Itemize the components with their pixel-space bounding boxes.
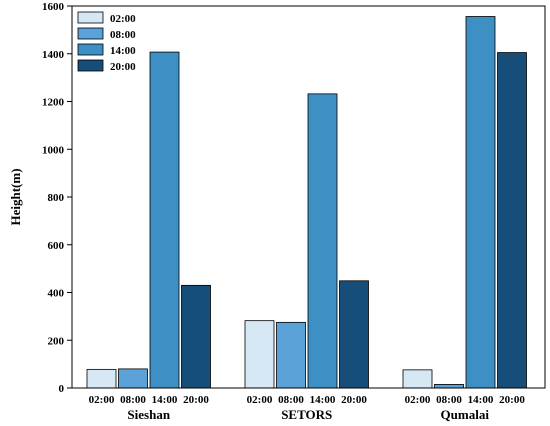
y-tick-label: 800: [48, 192, 65, 204]
bar-sieshan-0200: [86, 368, 117, 389]
bar-setors-1400: [307, 93, 338, 389]
x-tick-label: 20:00: [499, 394, 525, 406]
bar-qumalai-0200: [402, 369, 433, 389]
x-tick-label: 14:00: [468, 394, 494, 406]
bar-qumalai-1400: [465, 16, 496, 389]
x-tick-label: 08:00: [436, 394, 462, 406]
category-label: Sieshan: [127, 407, 170, 422]
y-tick-label: 1600: [42, 1, 65, 13]
bars-layer: [86, 16, 527, 389]
x-tick-label: 20:00: [341, 394, 367, 406]
bar-sieshan-2000: [181, 284, 211, 389]
bar-setors-0800: [276, 321, 306, 389]
x-tick-label: 02:00: [405, 394, 431, 406]
y-axis-label: Height(m): [8, 168, 23, 225]
plot-frame: [71, 5, 546, 389]
x-tick-label: 08:00: [278, 394, 304, 406]
y-tick-label: 200: [48, 335, 65, 347]
legend-swatch: [77, 59, 104, 72]
axis-ticks-layer: 0 200 400 600 800 1000 1200 1400 1600 02:00 08:00 1…: [42, 1, 525, 422]
y-tick-label: 600: [48, 240, 65, 252]
bar-qumalai-0800: [434, 384, 464, 389]
x-tick-label: 14:00: [310, 394, 336, 406]
y-tick-label: 1200: [42, 97, 65, 109]
y-tick-label: 400: [48, 288, 65, 300]
legend-label: 08:00: [110, 29, 136, 41]
bar-sieshan-1400: [149, 51, 180, 389]
legend-swatch: [77, 43, 104, 56]
y-tick-label: 0: [59, 383, 65, 395]
legend-label: 02:00: [110, 13, 136, 25]
bar-qumalai-2000: [497, 52, 527, 389]
x-tick-label: 14:00: [152, 394, 178, 406]
x-tick-label: 20:00: [183, 394, 209, 406]
category-label: SETORS: [281, 407, 332, 422]
bar-sieshan-0800: [118, 368, 148, 389]
bar-setors-2000: [339, 280, 369, 389]
x-tick-label: 02:00: [89, 394, 115, 406]
legend-label: 20:00: [110, 61, 136, 73]
legend-swatch: [77, 27, 104, 40]
y-tick-label: 1000: [42, 144, 65, 156]
x-tick-label: 02:00: [247, 394, 273, 406]
bar-setors-0200: [244, 320, 275, 389]
legend-label: 14:00: [110, 45, 136, 57]
category-label: Qumalai: [441, 407, 490, 422]
legend: 02:00 08:00 14:00 20:00: [77, 11, 136, 73]
x-tick-label: 08:00: [120, 394, 146, 406]
y-tick-label: 1400: [42, 49, 65, 61]
legend-swatch: [77, 11, 104, 24]
